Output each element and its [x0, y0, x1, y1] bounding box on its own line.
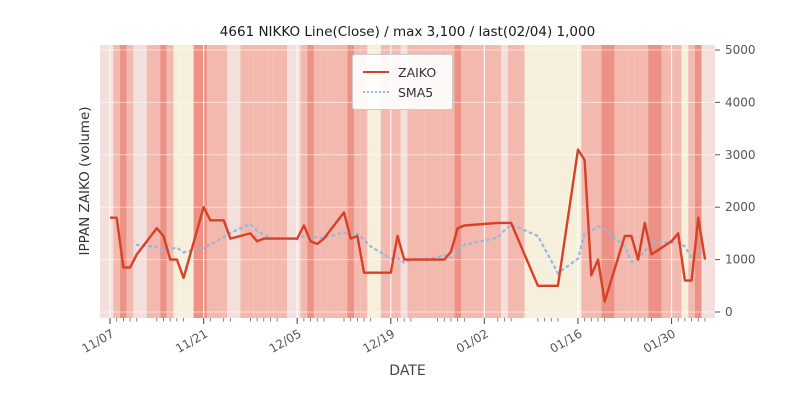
zaiko-series [110, 148, 707, 303]
day-band [440, 45, 448, 318]
day-band [180, 45, 194, 318]
day-band [424, 45, 441, 318]
day-band [614, 45, 629, 318]
day-band [126, 45, 134, 318]
day-band [193, 45, 207, 318]
day-band [287, 45, 301, 318]
x-tick-label: 01/02 [454, 326, 491, 355]
y-tick-label: 4000 [725, 95, 756, 109]
day-band [160, 45, 167, 318]
day-band [581, 45, 588, 318]
x-tick-label: 01/30 [641, 326, 678, 355]
sma5-series [135, 222, 707, 275]
day-band [267, 45, 274, 318]
day-band [300, 45, 308, 318]
chart-title: 4661 NIKKO Line(Close) / max 3,100 / las… [219, 24, 596, 40]
day-band [240, 45, 254, 318]
legend-item-sma5: SMA5 [363, 82, 436, 102]
y-tick-labels: 0 1000 2000 3000 4000 5000 [725, 43, 756, 319]
y-tick-label: 1000 [725, 253, 756, 267]
day-band [681, 45, 689, 318]
day-band [166, 45, 174, 318]
legend-item-zaiko: ZAIKO [363, 62, 436, 82]
x-tick-label: 11/21 [173, 326, 210, 355]
day-band [320, 45, 334, 318]
x-axis-label: DATE [389, 363, 426, 379]
day-band [501, 45, 508, 318]
day-band [587, 45, 595, 318]
day-band [507, 45, 525, 318]
y-tick-label: 0 [725, 305, 733, 319]
day-band [641, 45, 649, 318]
sma5-line [135, 222, 707, 275]
day-band [216, 45, 228, 318]
day-band [146, 45, 161, 318]
day-band [454, 45, 461, 318]
day-band [541, 45, 548, 318]
day-band [100, 45, 114, 318]
sma5-line-swatch [363, 91, 389, 93]
day-band [206, 45, 217, 318]
day-band [360, 45, 368, 318]
day-band [554, 45, 568, 318]
day-band [628, 45, 635, 318]
day-band [307, 45, 314, 318]
y-tick-label: 3000 [725, 148, 756, 162]
y-tick-label: 5000 [725, 43, 756, 57]
day-band [394, 45, 401, 318]
day-band [227, 45, 241, 318]
day-band [481, 45, 502, 318]
legend-label-zaiko: ZAIKO [398, 64, 437, 80]
day-band [460, 45, 482, 318]
day-band [347, 45, 355, 318]
day-band [547, 45, 555, 318]
day-band-stripes [100, 45, 715, 318]
x-tick-label: 12/19 [360, 326, 397, 355]
y-axis-label: IPPAN ZAIKO (volume) [77, 106, 93, 256]
x-tick-label: 11/07 [80, 326, 117, 355]
day-band [407, 45, 425, 318]
day-band [634, 45, 642, 318]
day-band [313, 45, 321, 318]
day-band [661, 45, 675, 318]
day-band [333, 45, 348, 318]
day-band [567, 45, 582, 318]
day-band [524, 45, 542, 318]
day-band [273, 45, 288, 318]
day-band [354, 45, 361, 318]
day-band [648, 45, 662, 318]
day-band [260, 45, 268, 318]
day-band [701, 45, 715, 318]
legend-label-sma5: SMA5 [398, 84, 434, 100]
zaiko-line-swatch [363, 71, 389, 73]
x-tick-labels: 11/07 11/21 12/05 12/19 01/02 01/16 01/30 [80, 326, 678, 355]
day-band [173, 45, 181, 318]
day-band [694, 45, 702, 318]
day-band [400, 45, 408, 318]
x-tick-label: 12/05 [267, 326, 304, 355]
day-band [133, 45, 147, 318]
zaiko-line [110, 148, 707, 303]
day-band [113, 45, 121, 318]
day-band [447, 45, 455, 318]
day-band [601, 45, 615, 318]
x-tick-label: 01/16 [548, 326, 585, 355]
day-band [688, 45, 695, 318]
day-band [674, 45, 682, 318]
y-tick-label: 2000 [725, 200, 756, 214]
day-band [253, 45, 261, 318]
legend: ZAIKO SMA5 [352, 54, 454, 110]
day-band [594, 45, 602, 318]
day-band [120, 45, 127, 318]
axis-ticks [109, 49, 720, 324]
